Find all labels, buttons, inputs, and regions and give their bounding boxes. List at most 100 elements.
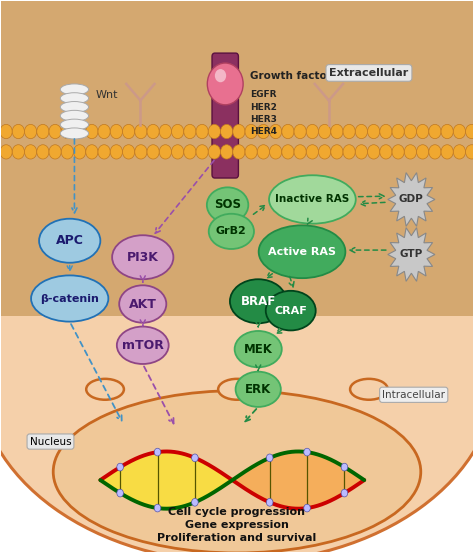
Circle shape bbox=[453, 124, 465, 139]
Circle shape bbox=[304, 504, 310, 512]
Circle shape bbox=[154, 448, 161, 456]
Text: Extracellular: Extracellular bbox=[329, 68, 409, 78]
Text: BRAF: BRAF bbox=[241, 295, 276, 308]
Circle shape bbox=[343, 124, 356, 139]
Text: Cell cycle progression: Cell cycle progression bbox=[168, 507, 306, 517]
Circle shape bbox=[98, 124, 110, 139]
Circle shape bbox=[233, 124, 245, 139]
Polygon shape bbox=[388, 228, 435, 281]
Circle shape bbox=[117, 489, 123, 497]
Text: GrB2: GrB2 bbox=[216, 226, 247, 236]
Circle shape bbox=[367, 145, 380, 159]
Ellipse shape bbox=[31, 275, 109, 322]
Circle shape bbox=[266, 454, 273, 462]
Circle shape bbox=[117, 463, 123, 471]
Text: β-catenin: β-catenin bbox=[40, 294, 99, 304]
Circle shape bbox=[306, 145, 319, 159]
Circle shape bbox=[191, 454, 198, 462]
Circle shape bbox=[147, 145, 159, 159]
Ellipse shape bbox=[112, 235, 173, 279]
Circle shape bbox=[36, 124, 49, 139]
Circle shape bbox=[25, 145, 36, 159]
Circle shape bbox=[184, 145, 196, 159]
Circle shape bbox=[343, 145, 356, 159]
Text: SOS: SOS bbox=[214, 199, 241, 211]
Text: MEK: MEK bbox=[244, 343, 273, 356]
Circle shape bbox=[220, 145, 233, 159]
Circle shape bbox=[196, 124, 208, 139]
Text: Wnt: Wnt bbox=[96, 90, 118, 100]
Circle shape bbox=[266, 498, 273, 506]
Circle shape bbox=[453, 145, 465, 159]
Circle shape bbox=[429, 124, 441, 139]
Text: Active RAS: Active RAS bbox=[268, 247, 336, 257]
Circle shape bbox=[61, 124, 73, 139]
Circle shape bbox=[404, 124, 417, 139]
Circle shape bbox=[367, 124, 380, 139]
Text: PI3K: PI3K bbox=[127, 251, 159, 264]
Text: AKT: AKT bbox=[129, 298, 157, 311]
Polygon shape bbox=[388, 173, 435, 226]
Circle shape bbox=[196, 145, 208, 159]
Text: GTP: GTP bbox=[400, 249, 423, 259]
Ellipse shape bbox=[236, 372, 281, 407]
Ellipse shape bbox=[60, 111, 89, 121]
Ellipse shape bbox=[60, 102, 89, 112]
Circle shape bbox=[25, 124, 36, 139]
Circle shape bbox=[110, 145, 122, 159]
Circle shape bbox=[12, 145, 25, 159]
Circle shape bbox=[208, 145, 220, 159]
Circle shape bbox=[331, 145, 343, 159]
Circle shape bbox=[245, 124, 257, 139]
Circle shape bbox=[392, 145, 404, 159]
Circle shape bbox=[147, 124, 159, 139]
Circle shape bbox=[207, 63, 243, 105]
Circle shape bbox=[294, 124, 306, 139]
Ellipse shape bbox=[269, 175, 356, 223]
Circle shape bbox=[270, 145, 282, 159]
Circle shape bbox=[86, 145, 98, 159]
Circle shape bbox=[306, 124, 319, 139]
Circle shape bbox=[257, 124, 270, 139]
Circle shape bbox=[245, 145, 257, 159]
Circle shape bbox=[465, 124, 474, 139]
FancyBboxPatch shape bbox=[0, 0, 474, 316]
Circle shape bbox=[98, 145, 110, 159]
Ellipse shape bbox=[60, 128, 89, 139]
Ellipse shape bbox=[266, 291, 316, 331]
Ellipse shape bbox=[39, 219, 100, 263]
FancyBboxPatch shape bbox=[212, 53, 238, 178]
Ellipse shape bbox=[119, 285, 166, 323]
Circle shape bbox=[73, 145, 86, 159]
Circle shape bbox=[184, 124, 196, 139]
Circle shape bbox=[404, 145, 417, 159]
Circle shape bbox=[294, 145, 306, 159]
Text: Proliferation and survival: Proliferation and survival bbox=[157, 534, 317, 544]
Circle shape bbox=[0, 124, 12, 139]
Circle shape bbox=[319, 145, 331, 159]
Ellipse shape bbox=[209, 214, 254, 249]
Circle shape bbox=[86, 124, 98, 139]
Circle shape bbox=[159, 145, 172, 159]
Ellipse shape bbox=[235, 331, 282, 367]
Circle shape bbox=[417, 124, 429, 139]
Circle shape bbox=[417, 145, 429, 159]
Circle shape bbox=[465, 145, 474, 159]
Circle shape bbox=[331, 124, 343, 139]
Circle shape bbox=[341, 463, 348, 471]
Circle shape bbox=[282, 124, 294, 139]
Circle shape bbox=[356, 124, 367, 139]
Circle shape bbox=[392, 124, 404, 139]
Circle shape bbox=[135, 124, 147, 139]
Ellipse shape bbox=[86, 379, 124, 400]
Circle shape bbox=[122, 124, 135, 139]
Text: APC: APC bbox=[56, 234, 83, 247]
Circle shape bbox=[159, 124, 172, 139]
Ellipse shape bbox=[218, 379, 256, 400]
Circle shape bbox=[220, 124, 233, 139]
Circle shape bbox=[233, 145, 245, 159]
Circle shape bbox=[215, 69, 226, 82]
Ellipse shape bbox=[230, 279, 286, 324]
Circle shape bbox=[380, 124, 392, 139]
Circle shape bbox=[341, 489, 348, 497]
